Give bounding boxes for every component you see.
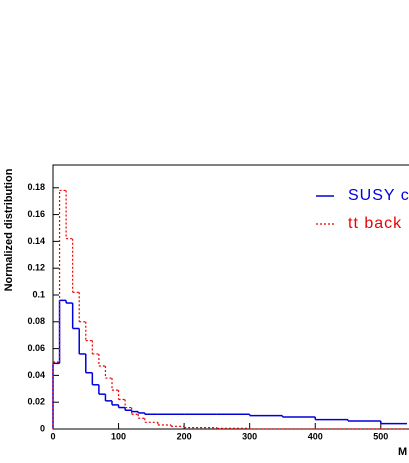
y-tick-label: 0.18 [27,182,45,192]
x-axis-title: M [398,446,407,458]
y-tick-label: 0.16 [27,209,45,219]
plot-frame [52,164,409,430]
y-tick-label: 0.08 [27,316,45,326]
y-tick-label: 0.1 [32,289,45,299]
y-tick-label: 0.06 [27,343,45,353]
y-tick-label: 0.02 [27,397,45,407]
y-axis-title: Normalized distribution [3,168,15,291]
y-tick-label: 0 [40,423,45,433]
y-tick-label: 0.04 [27,370,45,380]
legend-label: tt back [348,215,402,232]
x-tick-label: 400 [308,431,323,441]
x-tick-label: 200 [177,431,192,441]
y-tick-label: 0.12 [27,263,45,273]
y-tick-label: 0.14 [27,236,45,246]
legend-label: SUSY c [348,187,409,204]
x-tick-label: 0 [50,431,55,441]
x-tick-label: 300 [242,431,257,441]
x-tick-label: 100 [111,431,126,441]
x-tick-label: 500 [373,431,388,441]
